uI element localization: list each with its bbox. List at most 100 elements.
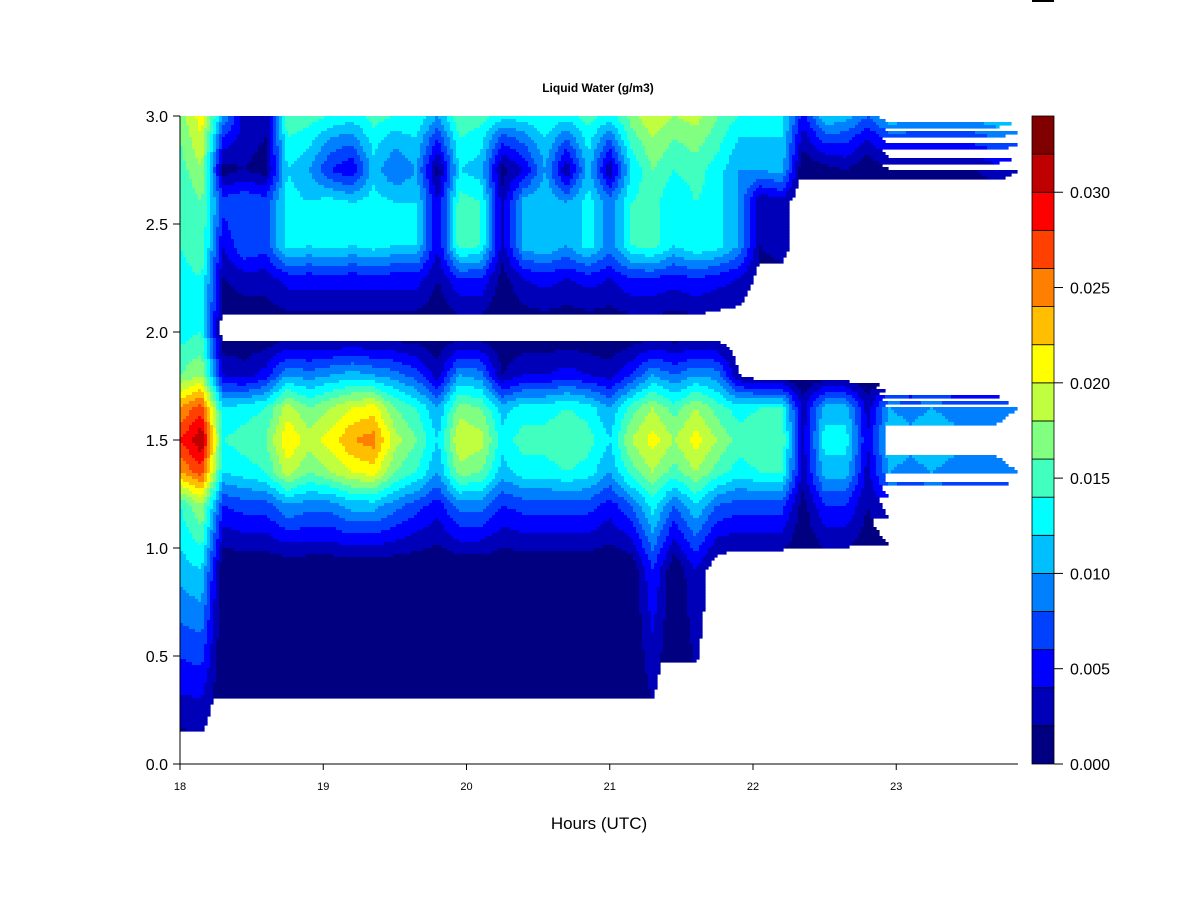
contour-cell bbox=[204, 455, 208, 459]
contour-cell bbox=[216, 368, 220, 372]
contour-cell bbox=[321, 437, 340, 441]
contour-cell bbox=[870, 458, 877, 462]
contour-cell bbox=[453, 236, 457, 240]
contour-cell bbox=[210, 416, 214, 420]
contour-cell bbox=[267, 377, 277, 381]
contour-cell bbox=[729, 125, 784, 129]
contour-cell bbox=[648, 131, 658, 135]
contour-cell bbox=[219, 212, 271, 216]
contour-cell bbox=[180, 185, 193, 189]
contour-cell bbox=[558, 368, 577, 372]
contour-cell bbox=[786, 143, 790, 147]
contour-cell bbox=[912, 455, 955, 459]
contour-cell bbox=[720, 458, 739, 462]
contour-cell bbox=[798, 410, 802, 414]
contour-cell bbox=[441, 284, 454, 288]
contour-cell bbox=[585, 158, 595, 162]
contour-cell bbox=[213, 314, 220, 318]
contour-cell bbox=[303, 152, 319, 156]
contour-cell bbox=[450, 155, 454, 159]
contour-cell bbox=[603, 227, 616, 231]
contour-cell bbox=[861, 428, 874, 432]
contour-cell bbox=[531, 182, 541, 186]
contour-cell bbox=[858, 428, 862, 432]
contour-cell bbox=[411, 449, 424, 453]
contour-cell bbox=[738, 221, 745, 225]
contour-cell bbox=[453, 119, 487, 123]
contour-cell bbox=[438, 395, 445, 399]
contour-cell bbox=[456, 227, 481, 231]
contour-cell bbox=[795, 446, 799, 450]
contour-cell bbox=[222, 128, 232, 132]
contour-cell bbox=[786, 170, 793, 174]
contour-cell bbox=[213, 416, 217, 420]
contour-cell bbox=[732, 371, 739, 375]
contour-cell bbox=[453, 455, 460, 459]
contour-cell bbox=[867, 458, 871, 462]
contour-cell bbox=[273, 149, 280, 153]
contour-cell bbox=[483, 194, 490, 198]
contour-cell bbox=[468, 254, 484, 258]
contour-cell bbox=[807, 116, 814, 120]
contour-cell bbox=[627, 407, 640, 411]
contour-cell bbox=[216, 275, 220, 279]
contour-cell bbox=[492, 383, 499, 387]
contour-cell bbox=[642, 140, 673, 144]
contour-cell bbox=[348, 263, 358, 267]
contour-cell bbox=[480, 200, 487, 204]
contour-cell bbox=[813, 443, 820, 447]
contour-cell bbox=[798, 416, 802, 420]
contour-cell bbox=[810, 437, 814, 441]
contour-cell bbox=[417, 215, 424, 219]
contour-cell bbox=[561, 170, 571, 174]
contour-cell bbox=[501, 158, 511, 162]
contour-cell bbox=[441, 263, 448, 267]
contour-cell bbox=[801, 419, 808, 423]
contour-cell bbox=[207, 443, 211, 447]
contour-cell bbox=[483, 434, 490, 438]
contour-cell bbox=[447, 242, 451, 246]
contour-cell bbox=[417, 164, 424, 168]
contour-cell bbox=[825, 428, 847, 432]
contour-cell bbox=[609, 194, 613, 198]
contour-cell bbox=[495, 419, 502, 423]
contour-cell bbox=[702, 440, 718, 444]
contour-cell bbox=[426, 170, 433, 174]
contour-cell bbox=[375, 248, 421, 252]
contour-cell bbox=[546, 164, 553, 168]
contour-cell bbox=[273, 356, 334, 360]
contour-cell bbox=[444, 185, 451, 189]
contour-cell bbox=[627, 410, 637, 414]
contour-cell bbox=[516, 212, 523, 216]
contour-cell bbox=[744, 245, 751, 249]
contour-cell bbox=[603, 221, 616, 225]
contour-cell bbox=[693, 251, 703, 255]
contour-cell bbox=[699, 149, 721, 153]
contour-cell bbox=[849, 461, 856, 465]
contour-cell bbox=[723, 170, 739, 174]
contour-cell bbox=[723, 221, 739, 225]
contour-cell bbox=[495, 422, 502, 426]
contour-cell bbox=[624, 440, 634, 444]
contour-cell bbox=[627, 452, 640, 456]
contour-cell bbox=[423, 254, 430, 258]
contour-cell bbox=[213, 449, 217, 453]
contour-cell bbox=[900, 401, 922, 405]
contour-cell bbox=[771, 254, 787, 258]
contour-cell bbox=[591, 191, 598, 195]
contour-cell bbox=[504, 242, 511, 246]
contour-cell bbox=[543, 179, 550, 183]
contour-cell bbox=[441, 197, 448, 201]
contour-cell bbox=[429, 380, 445, 384]
contour-cell bbox=[213, 383, 217, 387]
contour-cell bbox=[873, 434, 880, 438]
contour-cell bbox=[411, 395, 427, 399]
contour-cell bbox=[213, 260, 220, 264]
contour-cell bbox=[216, 269, 220, 273]
contour-cell bbox=[540, 149, 550, 153]
contour-cell bbox=[816, 119, 823, 123]
contour-cell bbox=[450, 398, 457, 402]
contour-cell bbox=[435, 119, 442, 123]
contour-cell bbox=[888, 122, 898, 126]
contour-cell bbox=[441, 392, 448, 396]
